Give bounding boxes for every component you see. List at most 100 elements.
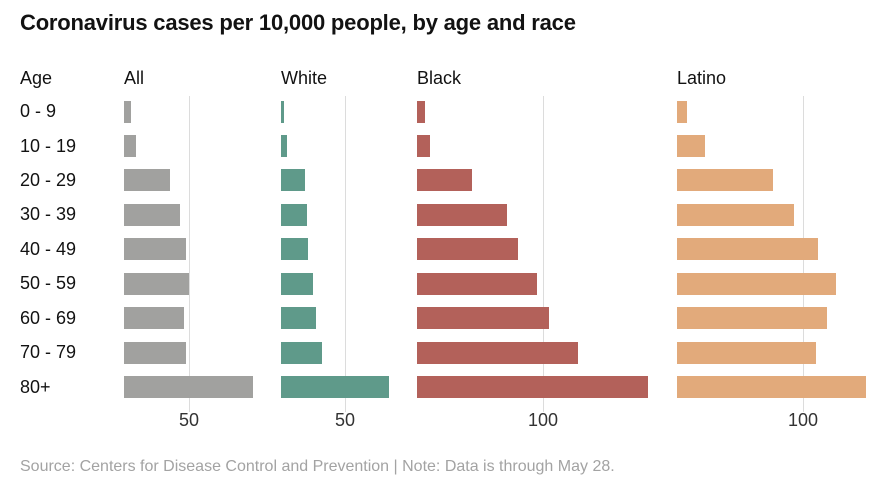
- axis-tick-label: 100: [787, 410, 819, 431]
- source-note: Source: Centers for Disease Control and …: [20, 458, 615, 476]
- column-header-all: All: [124, 68, 145, 89]
- age-label: 0 - 9: [20, 101, 57, 122]
- age-row: 60 - 69: [20, 301, 124, 335]
- bar-white-70-79: [281, 341, 322, 364]
- panel-black: Black 100: [417, 68, 677, 434]
- bar-row: [417, 370, 677, 404]
- bar-row: [677, 232, 871, 266]
- panel-latino: Latino 100: [677, 68, 871, 434]
- bar-row: [417, 129, 677, 163]
- bar-white-60-69: [281, 307, 316, 330]
- x-axis-all: 50: [124, 404, 281, 434]
- chart-container: Coronavirus cases per 10,000 people, by …: [0, 10, 891, 476]
- bar-row: [124, 198, 281, 232]
- gridline: [189, 96, 190, 413]
- bar-row: [677, 335, 871, 369]
- bar-row: [124, 301, 281, 335]
- age-column: Age 0 - 9 10 - 19 20 - 29 30 - 39 40 - 49 50 …: [20, 68, 124, 434]
- bar-latino-50-59: [677, 272, 836, 295]
- bar-white-30-39: [281, 203, 307, 226]
- column-header-black: Black: [417, 68, 462, 89]
- bar-black-70-79: [417, 341, 579, 364]
- bar-row: [677, 163, 871, 197]
- bar-row: [281, 370, 417, 404]
- bar-row: [281, 301, 417, 335]
- bar-row: [124, 94, 281, 128]
- page-title: Coronavirus cases per 10,000 people, by …: [20, 10, 576, 35]
- column-header-latino: Latino: [677, 68, 727, 89]
- bar-black-60-69: [417, 307, 550, 330]
- bar-row: [124, 335, 281, 369]
- panel-white: White 50: [281, 68, 417, 434]
- gridline: [345, 96, 346, 413]
- bar-row: [677, 267, 871, 301]
- age-label: 30 - 39: [20, 204, 77, 225]
- age-label: 60 - 69: [20, 307, 77, 328]
- bar-latino-60-69: [677, 307, 827, 330]
- bar-latino-80+: [677, 376, 866, 399]
- bar-row: [124, 370, 281, 404]
- column-header-white: White: [281, 68, 328, 89]
- bar-row: [281, 129, 417, 163]
- bar-row: [677, 198, 871, 232]
- age-label: 80+: [20, 376, 51, 397]
- age-row: 80+: [20, 370, 124, 404]
- age-label: 50 - 59: [20, 273, 77, 294]
- bar-white-0-9: [281, 100, 284, 123]
- bar-row: [417, 301, 677, 335]
- panel-all: All 50: [124, 68, 281, 434]
- age-row: 50 - 59: [20, 267, 124, 301]
- bar-black-30-39: [417, 203, 507, 226]
- bar-row: [124, 163, 281, 197]
- age-row: 30 - 39: [20, 198, 124, 232]
- small-multiples-bar-chart: Age 0 - 9 10 - 19 20 - 29 30 - 39 40 - 49 50 …: [20, 68, 871, 434]
- age-row: 0 - 9: [20, 94, 124, 128]
- bar-row: [677, 129, 871, 163]
- bar-rows-latino: [677, 94, 871, 413]
- bar-black-20-29: [417, 169, 473, 192]
- bar-all-40-49: [124, 238, 187, 261]
- bar-row: [677, 94, 871, 128]
- bar-latino-40-49: [677, 238, 819, 261]
- bar-all-70-79: [124, 341, 187, 364]
- bar-latino-30-39: [677, 203, 795, 226]
- bar-black-40-49: [417, 238, 518, 261]
- bar-row: [281, 232, 417, 266]
- age-label: 40 - 49: [20, 238, 77, 259]
- bar-black-50-59: [417, 272, 537, 295]
- bar-row: [417, 94, 677, 128]
- bar-white-50-59: [281, 272, 313, 295]
- age-row: 40 - 49: [20, 232, 124, 266]
- bar-row: [124, 129, 281, 163]
- bar-black-0-9: [417, 100, 425, 123]
- bar-all-80+: [124, 376, 253, 399]
- bar-latino-0-9: [677, 100, 688, 123]
- x-axis-latino: 100: [677, 404, 871, 434]
- bar-rows-white: [281, 94, 417, 413]
- age-row: 10 - 19: [20, 129, 124, 163]
- bar-white-40-49: [281, 238, 308, 261]
- bar-white-10-19: [281, 135, 288, 158]
- column-header-age: Age: [20, 68, 53, 89]
- bar-latino-70-79: [677, 341, 816, 364]
- bar-white-80+: [281, 376, 389, 399]
- x-axis-black: 100: [417, 404, 677, 434]
- bar-row: [281, 198, 417, 232]
- bar-row: [124, 232, 281, 266]
- bar-rows-all: [124, 94, 281, 413]
- age-label: 70 - 79: [20, 342, 77, 363]
- bar-latino-20-29: [677, 169, 773, 192]
- age-labels: 0 - 9 10 - 19 20 - 29 30 - 39 40 - 49 50 - 59…: [20, 94, 124, 404]
- bar-latino-10-19: [677, 135, 705, 158]
- bar-rows-black: [417, 94, 677, 413]
- bar-row: [677, 301, 871, 335]
- bar-all-20-29: [124, 169, 170, 192]
- bar-all-50-59: [124, 272, 189, 295]
- axis-tick-label: 50: [334, 410, 356, 431]
- bar-row: [417, 267, 677, 301]
- bar-row: [124, 267, 281, 301]
- age-label: 10 - 19: [20, 135, 77, 156]
- age-row: 20 - 29: [20, 163, 124, 197]
- bar-row: [417, 198, 677, 232]
- bar-all-10-19: [124, 135, 136, 158]
